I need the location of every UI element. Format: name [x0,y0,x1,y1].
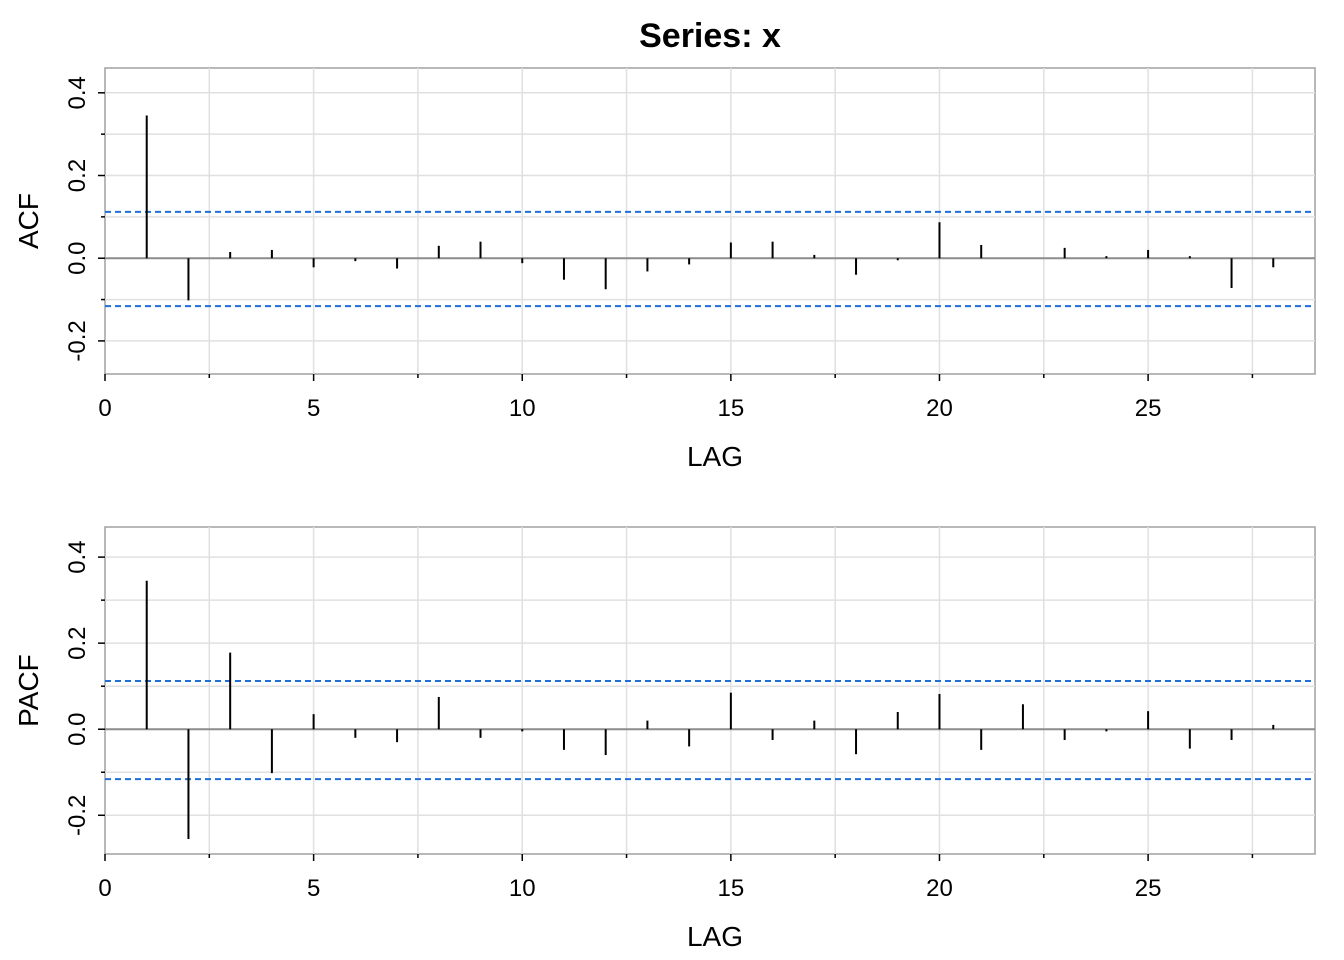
acf-y-tick-label: 0.0 [64,242,91,275]
pacf-y-tick-label: 0.4 [64,540,91,573]
acf-y-axis-title: ACF [13,193,44,249]
pacf-panel: 0 5 10 15 20 25 -0.2 0.0 0.2 0.4 LAG PACF [13,526,1316,952]
acf-y-tick-label: 0.2 [64,159,91,192]
acf-x-tick-label: 5 [307,395,320,422]
acf-x-tick-label: 20 [926,395,953,422]
acf-panel: 0 5 10 15 20 25 -0.2 0.0 0.2 0.4 LAG ACF [13,67,1316,472]
pacf-plot-frame [104,526,1316,855]
acf-x-tick-label: 0 [98,395,111,422]
acf-x-tick-label: 10 [509,395,536,422]
pacf-x-tick-label: 10 [509,875,536,902]
acf-x-tick-label: 15 [718,395,745,422]
acf-x-axis-title: LAG [687,441,743,472]
acf-plot-frame [104,67,1316,375]
acf-y-tick-label: 0.4 [64,76,91,109]
pacf-x-tick-label: 0 [98,875,111,902]
figure-title: Series: x [639,17,781,55]
pacf-y-tick-label: 0.0 [64,713,91,746]
acf-x-tick-label: 25 [1135,395,1162,422]
pacf-y-tick-label: -0.2 [64,795,91,836]
pacf-x-tick-label: 5 [307,875,320,902]
pacf-x-tick-label: 15 [718,875,745,902]
pacf-x-tick-label: 25 [1135,875,1162,902]
pacf-y-tick-label: 0.2 [64,626,91,659]
pacf-x-axis-title: LAG [687,921,743,952]
pacf-y-axis-title: PACF [13,654,44,727]
pacf-x-tick-label: 20 [926,875,953,902]
acf-y-tick-label: -0.2 [64,320,91,361]
